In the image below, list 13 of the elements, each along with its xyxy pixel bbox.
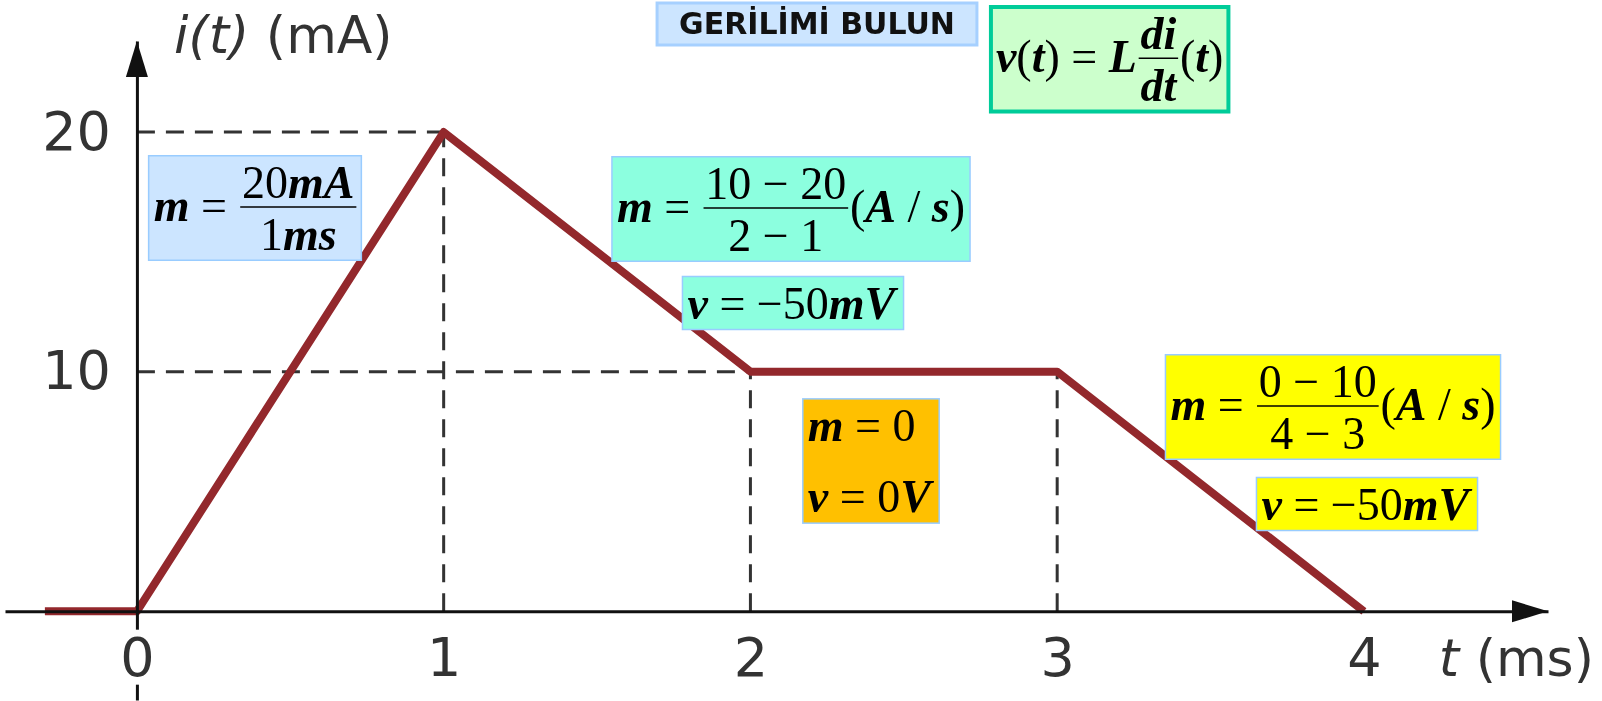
x-tick-label: 2 xyxy=(733,625,769,689)
y-axis-title: i(t) (mA) xyxy=(173,5,393,65)
x-tick-label: 4 xyxy=(1347,625,1382,689)
annotation: m = 0 v = 0V xyxy=(807,399,935,523)
y-tick-label: 20 xyxy=(42,99,111,163)
x-tick-label: 1 xyxy=(426,625,462,689)
y-tick-label: 10 xyxy=(42,339,111,403)
x-axis-title: t (ms) xyxy=(1438,628,1594,689)
annotation: v = −50mV xyxy=(687,277,899,329)
x-tick-label: 3 xyxy=(1040,625,1075,689)
annotation: v = −50mV xyxy=(1261,478,1473,530)
chart-title: GERİLİMİ BULUN xyxy=(679,6,955,41)
x-tick-label: 0 xyxy=(120,625,155,689)
